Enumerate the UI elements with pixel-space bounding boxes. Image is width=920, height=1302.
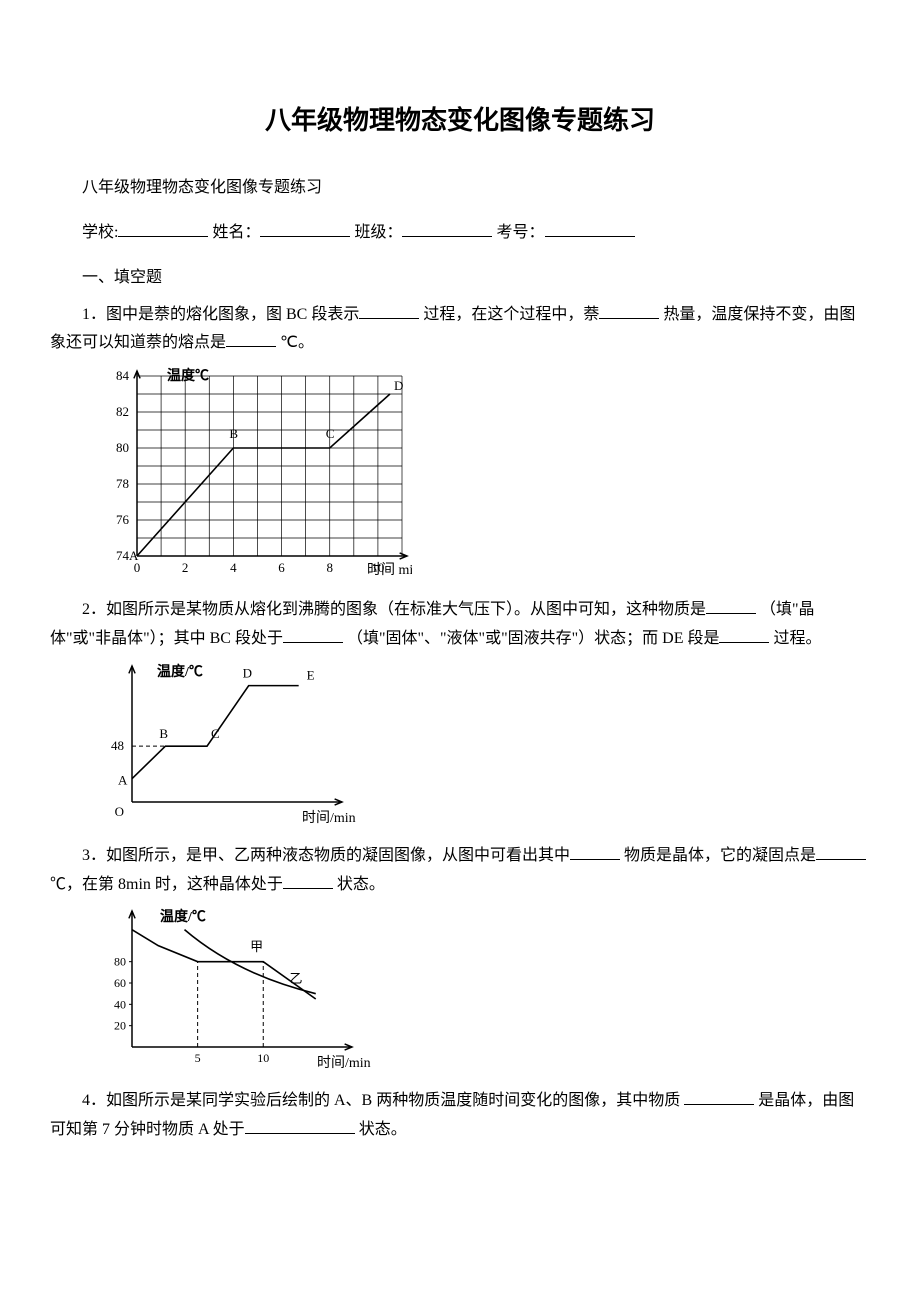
- school-blank[interactable]: [118, 236, 208, 237]
- q2-blank-3[interactable]: [719, 642, 769, 643]
- q4-part-c: 状态。: [359, 1121, 407, 1138]
- q2-chart: 温度/℃ 时间/min 48 O A B C D E: [82, 662, 362, 832]
- svg-text:E: E: [307, 667, 315, 682]
- class-label: 班级：: [354, 224, 402, 241]
- q3-part-d: 状态。: [337, 876, 385, 893]
- q3-blank-2[interactable]: [816, 859, 866, 860]
- svg-text:8: 8: [326, 560, 333, 575]
- svg-text:B: B: [229, 426, 238, 441]
- q1-part-b: 过程，在这个过程中，萘: [423, 306, 599, 323]
- exam-no-label: 考号：: [496, 224, 544, 241]
- section-heading: 一、填空题: [50, 264, 870, 293]
- q3-blank-1[interactable]: [570, 859, 620, 860]
- svg-text:温度/℃: 温度/℃: [160, 908, 206, 925]
- svg-text:C: C: [211, 726, 220, 741]
- q2-part-a: 2．如图所示是某物质从熔化到沸腾的图象（在标准大气压下）。从图中可知，这种物质是: [82, 601, 706, 618]
- svg-text:74: 74: [116, 548, 130, 563]
- svg-text:5: 5: [195, 1051, 201, 1065]
- svg-text:时间/min: 时间/min: [317, 1055, 371, 1071]
- q4-blank-1[interactable]: [684, 1104, 754, 1105]
- svg-text:4: 4: [230, 560, 237, 575]
- svg-text:6: 6: [278, 560, 285, 575]
- q4-text: 4．如图所示是某同学实验后绘制的 A、B 两种物质温度随时间变化的图像，其中物质…: [50, 1087, 870, 1145]
- svg-text:D: D: [243, 665, 252, 680]
- svg-text:时间/min: 时间/min: [302, 810, 356, 826]
- q1-blank-2[interactable]: [599, 318, 659, 319]
- svg-text:82: 82: [116, 404, 129, 419]
- svg-text:O: O: [115, 804, 124, 819]
- svg-text:10: 10: [257, 1051, 269, 1065]
- form-line: 学校: 姓名： 班级： 考号：: [50, 219, 870, 248]
- svg-text:A: A: [129, 548, 139, 563]
- subtitle: 八年级物理物态变化图像专题练习: [50, 174, 870, 203]
- svg-text:A: A: [118, 773, 128, 788]
- q3-text: 3．如图所示，是甲、乙两种液态物质的凝固图像，从图中可看出其中 物质是晶体，它的…: [50, 842, 870, 900]
- q3-part-b: 物质是晶体，它的凝固点是: [624, 847, 816, 864]
- q2-blank-2[interactable]: [283, 642, 343, 643]
- q2-text: 2．如图所示是某物质从熔化到沸腾的图象（在标准大气压下）。从图中可知，这种物质是…: [50, 596, 870, 654]
- name-label: 姓名：: [212, 224, 260, 241]
- svg-text:78: 78: [116, 476, 129, 491]
- svg-text:时间 min: 时间 min: [367, 562, 412, 578]
- q2-blank-1[interactable]: [706, 613, 756, 614]
- svg-text:C: C: [326, 426, 335, 441]
- q2-part-c: （填"固体"、"液体"或"固液共存"）状态；而 DE 段是: [347, 630, 720, 647]
- svg-text:84: 84: [116, 368, 130, 383]
- svg-text:甲: 甲: [250, 939, 263, 954]
- svg-text:乙: 乙: [290, 971, 303, 986]
- name-blank[interactable]: [260, 236, 350, 237]
- q3-part-c: ℃，在第 8min 时，这种晶体处于: [50, 876, 283, 893]
- exam-no-blank[interactable]: [545, 236, 635, 237]
- svg-text:80: 80: [116, 440, 129, 455]
- svg-text:20: 20: [114, 1019, 126, 1033]
- q1-part-d: ℃。: [280, 334, 314, 351]
- class-blank[interactable]: [402, 236, 492, 237]
- q4-part-a: 4．如图所示是某同学实验后绘制的 A、B 两种物质温度随时间变化的图像，其中物质: [82, 1092, 684, 1109]
- q1-part-a: 1．图中是萘的熔化图象，图 BC 段表示: [82, 306, 359, 323]
- q3-part-a: 3．如图所示，是甲、乙两种液态物质的凝固图像，从图中可看出其中: [82, 847, 570, 864]
- svg-text:温度℃: 温度℃: [167, 367, 209, 384]
- svg-text:76: 76: [116, 512, 130, 527]
- svg-text:40: 40: [114, 998, 126, 1012]
- q1-text: 1．图中是萘的熔化图象，图 BC 段表示 过程，在这个过程中，萘 热量，温度保持…: [50, 301, 870, 359]
- q4-blank-2[interactable]: [245, 1133, 355, 1134]
- svg-text:2: 2: [182, 560, 189, 575]
- page-title: 八年级物理物态变化图像专题练习: [50, 97, 870, 144]
- q1-chart: 0246810747678808284温度℃时间 minABCD: [82, 366, 412, 586]
- svg-text:80: 80: [114, 955, 126, 969]
- svg-text:60: 60: [114, 976, 126, 990]
- q3-blank-3[interactable]: [283, 888, 333, 889]
- svg-text:B: B: [159, 726, 168, 741]
- q3-chart: 温度/℃ 时间/min 20 40 60 80 5 10 甲乙: [82, 907, 372, 1077]
- q1-blank-3[interactable]: [226, 346, 276, 347]
- svg-text:温度/℃: 温度/℃: [157, 663, 203, 680]
- q2-part-d: 过程。: [773, 630, 821, 647]
- school-label: 学校:: [82, 224, 118, 241]
- svg-text:48: 48: [111, 738, 124, 753]
- q1-blank-1[interactable]: [359, 318, 419, 319]
- svg-text:D: D: [394, 378, 403, 393]
